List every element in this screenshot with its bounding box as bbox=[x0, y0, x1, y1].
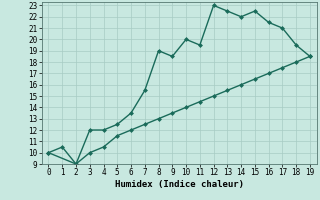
X-axis label: Humidex (Indice chaleur): Humidex (Indice chaleur) bbox=[115, 180, 244, 189]
